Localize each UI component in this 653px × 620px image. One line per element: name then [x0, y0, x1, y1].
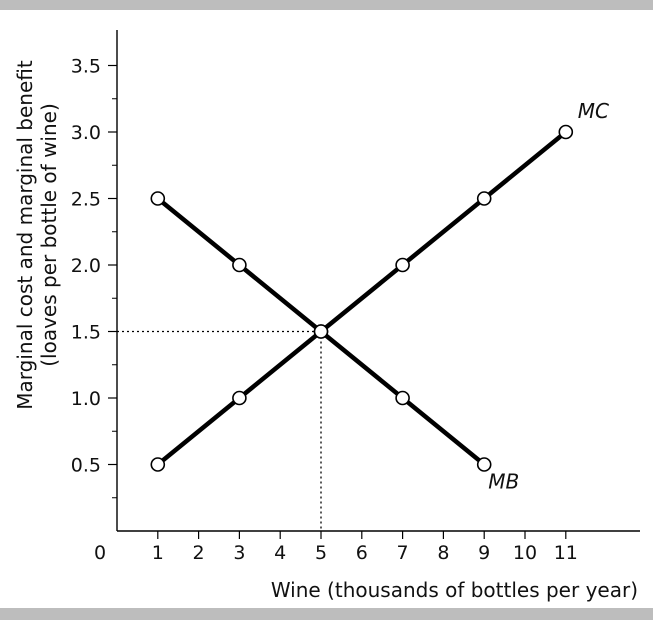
- x-axis-title: Wine (thousands of bottles per year): [271, 578, 638, 602]
- y-tick-label: 2.0: [71, 255, 101, 277]
- y-tick-label: 1.5: [71, 322, 101, 344]
- y-tick-label: 3.5: [71, 56, 101, 78]
- x-tick-label: 3: [233, 542, 245, 564]
- x-tick-label: 11: [554, 542, 578, 564]
- mc-data-point: [150, 457, 166, 472]
- mb-data-point: [313, 324, 329, 339]
- mb-data-point: [395, 390, 410, 406]
- top-border-bar: [0, 0, 653, 10]
- axis-tick-labels: 1 2 3 4 5 6 7 8 9 10 11 0.5 1.0 1.5 2.0 2.5 3.0 3.5: [71, 56, 578, 565]
- mc-curve-line: [155, 129, 569, 467]
- mb-data-point: [476, 457, 492, 472]
- bottom-border-bar: [0, 608, 653, 620]
- mc-data-point: [476, 191, 492, 206]
- mc-data-point: [395, 257, 410, 273]
- mb-curve-label: MB: [488, 470, 519, 494]
- data-point-markers: [150, 124, 574, 472]
- x-tick-label: 6: [356, 542, 368, 564]
- x-tick-label: 1: [152, 542, 164, 564]
- mc-data-point: [558, 124, 574, 140]
- y-axis-title-line-1: Marginal cost and marginal benefit: [13, 60, 37, 410]
- mc-curve-label: MC: [578, 99, 609, 123]
- y-tick-label: 2.5: [71, 189, 101, 211]
- equilibrium-guides: [117, 330, 322, 531]
- series-lines: [155, 129, 569, 467]
- x-tick-label: 8: [437, 542, 449, 564]
- x-tick-label: 7: [397, 542, 409, 564]
- y-axis-title-line-2: (loaves per bottle of wine): [37, 103, 61, 367]
- mc-data-point: [232, 390, 247, 406]
- axes: [116, 30, 640, 532]
- x-tick-label: 10: [513, 542, 537, 564]
- mb-data-point: [232, 257, 247, 273]
- y-tick-label: 3.0: [71, 122, 101, 144]
- origin-label: 0: [94, 542, 106, 564]
- x-tick-label: 4: [274, 542, 286, 564]
- y-tick-label: 0.5: [71, 455, 101, 477]
- y-tick-label: 1.0: [71, 388, 101, 410]
- x-tick-label: 9: [478, 542, 490, 564]
- x-tick-label: 2: [193, 542, 205, 564]
- mb-data-point: [150, 191, 166, 206]
- x-tick-label: 5: [315, 542, 327, 564]
- y-axis-title: Marginal cost and marginal benefit (loav…: [13, 60, 61, 410]
- axis-ticks: [108, 64, 567, 539]
